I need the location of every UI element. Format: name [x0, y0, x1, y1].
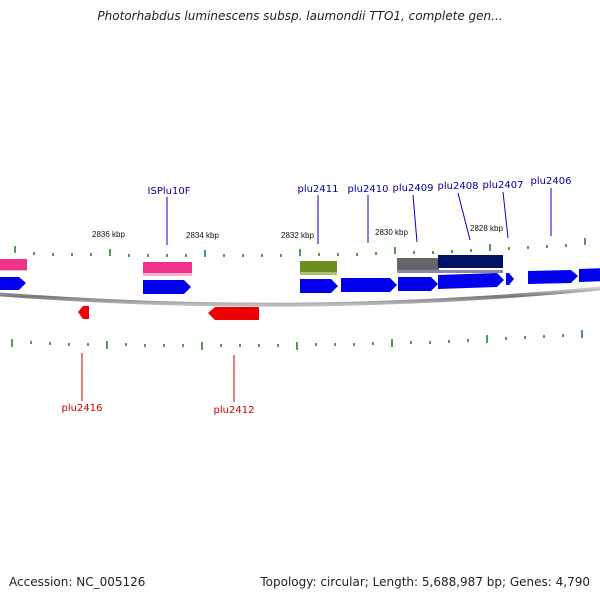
region-navy[interactable] — [438, 255, 503, 268]
forward-gene-arrow[interactable] — [506, 273, 514, 285]
gene-label-plu2416[interactable]: plu2416 — [62, 403, 103, 414]
misc-feature-plu2411[interactable] — [300, 261, 337, 273]
forward-gene-arrow[interactable] — [300, 279, 338, 293]
gene-label-plu2411[interactable]: plu2411 — [298, 184, 339, 195]
reverse-gene-plu2412-arrow[interactable] — [208, 307, 259, 320]
tick-row-upper — [14, 238, 586, 257]
feature-track — [0, 255, 503, 276]
forward-gene-arrow[interactable] — [341, 278, 397, 292]
forward-gene-arrow[interactable] — [579, 268, 600, 282]
genome-backbone — [0, 286, 600, 307]
gene-label-plu2409[interactable]: plu2409 — [393, 183, 434, 194]
forward-gene-arrow[interactable] — [0, 277, 26, 290]
accession-text: Accession: NC_005126 — [9, 575, 146, 589]
reverse-gene-track — [78, 306, 259, 320]
ise-feature-left[interactable] — [0, 259, 27, 271]
scale-label-2830: 2830 kbp — [375, 228, 408, 237]
forward-gene-arrow[interactable] — [398, 277, 438, 291]
gene-label-isplu10f[interactable]: ISPlu10F — [148, 186, 191, 197]
gene-label-plu2408[interactable]: plu2408 — [438, 181, 479, 192]
map-title: Photorhabdus luminescens subsp. laumondi… — [97, 9, 503, 23]
gene-label-plu2407[interactable]: plu2407 — [483, 180, 524, 191]
scale-label-2832: 2832 kbp — [281, 231, 314, 240]
forward-gene-arrow[interactable] — [438, 273, 504, 289]
forward-gene-arrow[interactable] — [143, 280, 191, 294]
forward-leader-lines — [166, 188, 552, 245]
reverse-leader-lines — [81, 353, 235, 402]
reverse-gene-plu2416-arrow[interactable] — [78, 306, 89, 319]
ise-feature-isplu10f[interactable] — [143, 262, 192, 274]
genome-summary: Topology: circular; Length: 5,688,987 bp… — [260, 575, 590, 589]
tick-row-lower — [11, 330, 583, 350]
region-gray[interactable] — [397, 258, 439, 271]
scale-label-2836: 2836 kbp — [92, 230, 125, 239]
scale-label-2834: 2834 kbp — [186, 231, 219, 240]
gene-label-plu2410[interactable]: plu2410 — [348, 184, 389, 195]
forward-gene-arrow[interactable] — [528, 270, 578, 284]
scale-label-2828: 2828 kbp — [470, 224, 503, 233]
forward-gene-track — [0, 268, 600, 294]
gene-label-plu2412[interactable]: plu2412 — [214, 405, 255, 416]
gene-label-plu2406[interactable]: plu2406 — [531, 176, 572, 187]
